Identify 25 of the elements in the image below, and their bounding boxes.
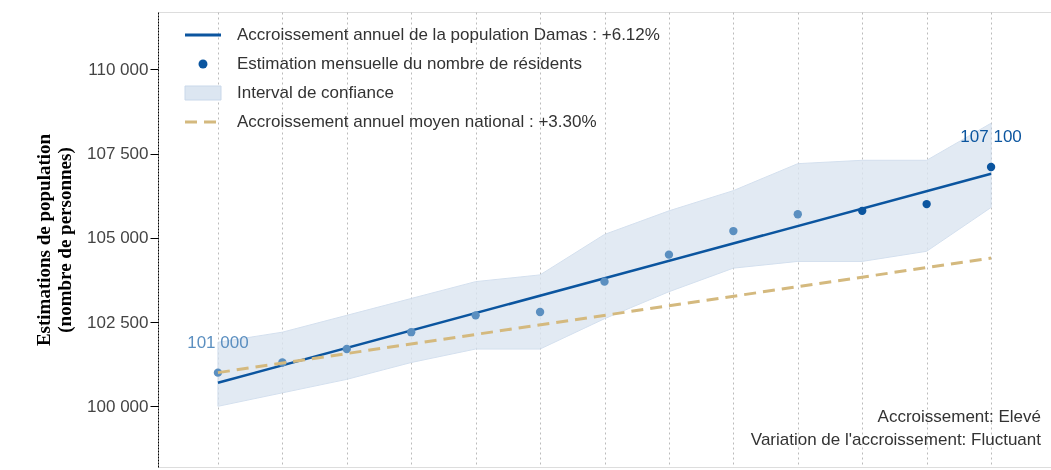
point [407, 328, 416, 337]
point [986, 162, 996, 172]
y-tick-label: 110 000 [88, 59, 149, 79]
data-label: 101 000 [187, 332, 249, 352]
point [342, 344, 351, 354]
y-tick-label: 107 500 [87, 144, 149, 164]
legend-label: Interval de confiance [237, 83, 394, 102]
y-tick-label: 102 500 [87, 312, 149, 332]
point [471, 311, 480, 320]
point [535, 307, 545, 317]
y-tick-label: 100 000 [87, 396, 149, 416]
legend-label: Estimation mensuelle du nombre de résidents [237, 54, 582, 73]
legend-label: Accroissement annuel moyen national : +3.30% [237, 112, 597, 131]
legend-label: Accroissement annuel de la population Damas : +6.12% [237, 25, 660, 44]
annotation: Accroissement: Elevé [877, 407, 1041, 426]
point [793, 210, 802, 219]
point [664, 250, 674, 259]
annotation: Variation de l'accroissement: Fluctuant [750, 430, 1042, 449]
y-tick-label: 105 000 [87, 228, 149, 248]
data-label: 107 100 [960, 127, 1022, 147]
point [600, 277, 609, 286]
point [922, 199, 931, 209]
point [858, 206, 867, 216]
y-axis-title: Estimations de population (nombre de personnes) [33, 133, 77, 347]
point [729, 226, 738, 236]
